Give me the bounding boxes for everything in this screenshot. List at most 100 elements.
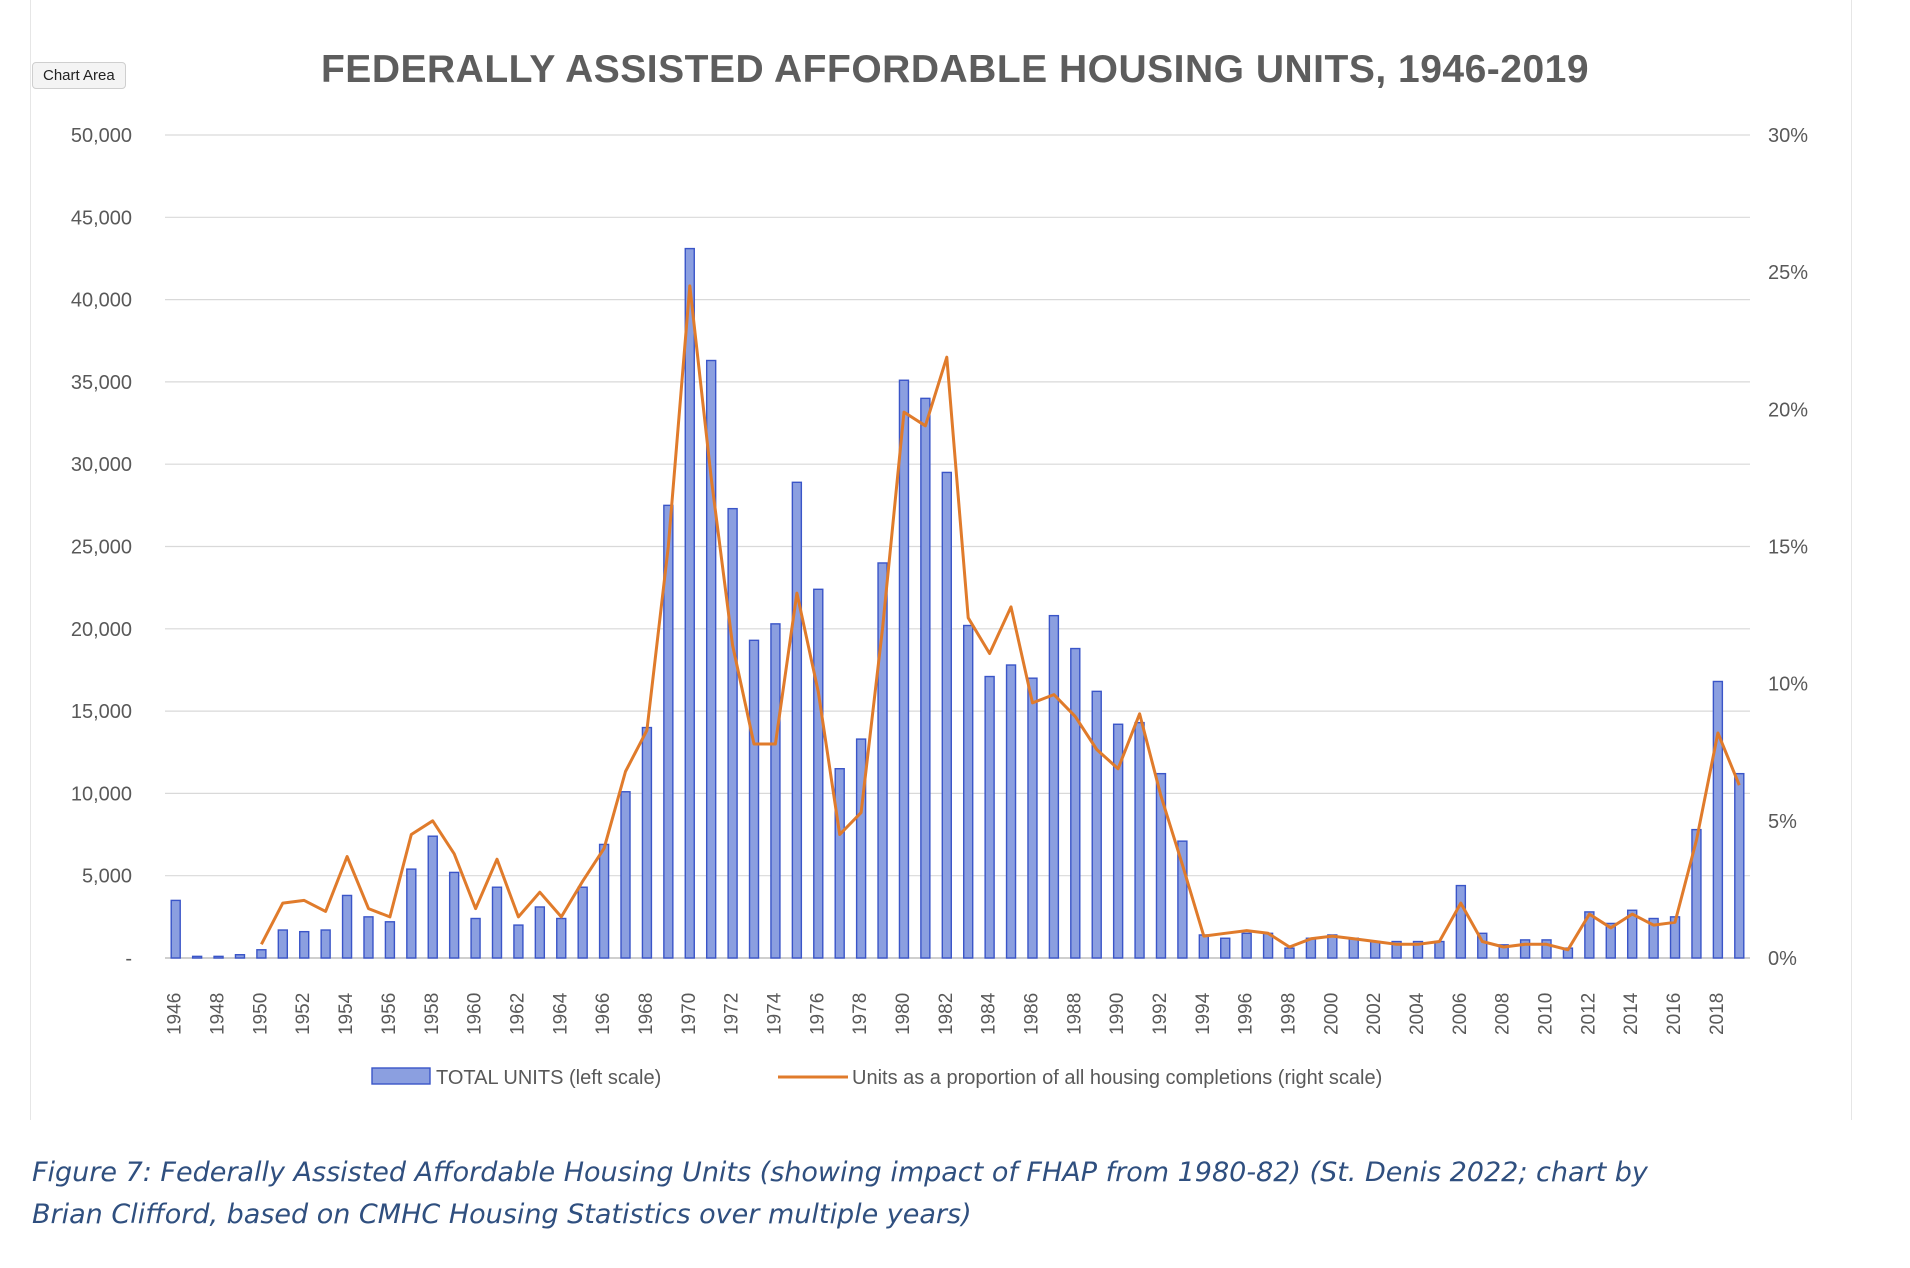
bar: [363, 916, 374, 959]
x-tick-label: 1960: [465, 993, 486, 1035]
x-tick-label: 1946: [165, 993, 186, 1035]
bar: [1112, 723, 1124, 959]
bar: [1519, 939, 1531, 959]
bar: [406, 868, 417, 959]
x-tick-label: 2010: [1536, 993, 1557, 1035]
bar: [1648, 917, 1659, 959]
x-tick-label: 1968: [636, 993, 657, 1035]
bar: [1605, 922, 1616, 959]
bar: [1091, 690, 1102, 959]
line-series: [260, 284, 1741, 952]
bar: [1434, 940, 1445, 959]
bar: [941, 471, 952, 959]
x-tick-label: 2014: [1621, 992, 1642, 1035]
bar: [491, 886, 503, 959]
caption-line-1: Figure 7: Federally Assisted Affordable …: [32, 1157, 1648, 1188]
bar: [1134, 721, 1145, 959]
bar: [513, 924, 524, 959]
bar: [1626, 909, 1638, 959]
bar: [1584, 911, 1595, 959]
left-tick-label: 45,000: [71, 207, 132, 229]
bar: [684, 247, 695, 959]
bar: [1369, 940, 1381, 959]
bar: [791, 481, 803, 959]
bar: [556, 917, 567, 959]
left-tick-label: 30,000: [71, 454, 132, 476]
x-tick-label: 2002: [1364, 993, 1385, 1035]
bar: [1455, 884, 1467, 959]
bar: [470, 917, 481, 959]
left-tick-label: 5,000: [82, 866, 132, 888]
bar: [1155, 772, 1167, 959]
legend-bar-label: TOTAL UNITS (left scale): [436, 1067, 661, 1089]
right-axis: 0% 5% 10% 15% 20% 25% 30%: [1768, 125, 1808, 970]
bar: [598, 843, 610, 959]
bar: [320, 929, 331, 959]
bar: [1027, 677, 1038, 959]
bar: [170, 899, 181, 959]
bar: [1734, 772, 1745, 959]
x-tick-label: 1980: [893, 993, 914, 1035]
bar: [1220, 937, 1231, 959]
right-tick-label: 20%: [1768, 399, 1808, 421]
x-tick-label: 1986: [1021, 993, 1042, 1035]
x-tick-label: 1996: [1236, 993, 1257, 1035]
bar: [1691, 828, 1702, 959]
bar: [1070, 647, 1081, 959]
bar: [1477, 932, 1488, 959]
bar: [213, 955, 224, 959]
bar: [813, 588, 824, 959]
right-tick-label: 5%: [1768, 811, 1797, 833]
bar: [727, 507, 738, 959]
bar: [834, 768, 845, 959]
x-tick-label: 1958: [422, 993, 443, 1035]
x-tick-label: 1970: [679, 993, 700, 1035]
left-tick-label: 35,000: [71, 372, 132, 394]
bar: [1712, 680, 1724, 959]
x-tick-label: 2004: [1407, 992, 1428, 1035]
chart-title: FEDERALLY ASSISTED AFFORDABLE HOUSING UN…: [320, 48, 1590, 91]
bar: [1198, 934, 1210, 959]
bar: [1284, 947, 1295, 959]
bar: [577, 886, 588, 959]
x-tick-label: 1972: [722, 993, 743, 1035]
bar: [705, 359, 717, 959]
right-tick-label: 10%: [1768, 674, 1808, 696]
figure-caption: Figure 7: Federally Assisted Affordable …: [32, 1152, 1892, 1236]
x-tick-label: 1950: [250, 993, 271, 1035]
bar: [1005, 664, 1017, 959]
bar: [341, 894, 353, 959]
x-tick-label: 1956: [379, 993, 400, 1035]
x-tick-label: 2006: [1450, 993, 1471, 1035]
bar: [984, 675, 995, 959]
chart-svg: - 5,000 10,000 15,000 20,000 25,000 30,000 35,0…: [71, 125, 1808, 1089]
x-tick-label: 1948: [208, 993, 229, 1035]
x-tick-label: 1976: [807, 993, 828, 1035]
x-tick-label: 2000: [1321, 993, 1342, 1035]
bar: [1541, 939, 1552, 959]
gridlines: [165, 134, 1750, 959]
bar: [620, 791, 631, 959]
bar: [920, 397, 931, 959]
bar: [1498, 944, 1509, 959]
x-tick-label: 2012: [1578, 993, 1599, 1035]
right-tick-label: 25%: [1768, 262, 1808, 284]
left-tick-label: 15,000: [71, 701, 132, 723]
legend-bar-swatch: [371, 1067, 431, 1085]
bar: [1327, 934, 1338, 959]
bar: [1412, 940, 1424, 959]
right-tick-label: 0%: [1768, 948, 1797, 970]
x-axis: 1946 1948 1950 1952 1954 1956 1958 1960 1962 1964…: [165, 992, 1728, 1035]
x-tick-label: 1964: [550, 992, 571, 1035]
bar: [1241, 932, 1252, 959]
bar: [748, 639, 760, 959]
x-tick-label: 1992: [1150, 993, 1171, 1035]
bar: [1391, 940, 1402, 959]
left-axis: - 5,000 10,000 15,000 20,000 25,000 30,000 35,0…: [71, 125, 132, 970]
bar: [1048, 614, 1060, 959]
bar: [855, 738, 867, 959]
legend: TOTAL UNITS (left scale) Units as a propo…: [371, 1067, 1382, 1089]
x-tick-label: 1984: [979, 992, 1000, 1035]
left-tick-label: -: [125, 948, 132, 970]
legend-line-label: Units as a proportion of all housing com…: [852, 1067, 1382, 1089]
